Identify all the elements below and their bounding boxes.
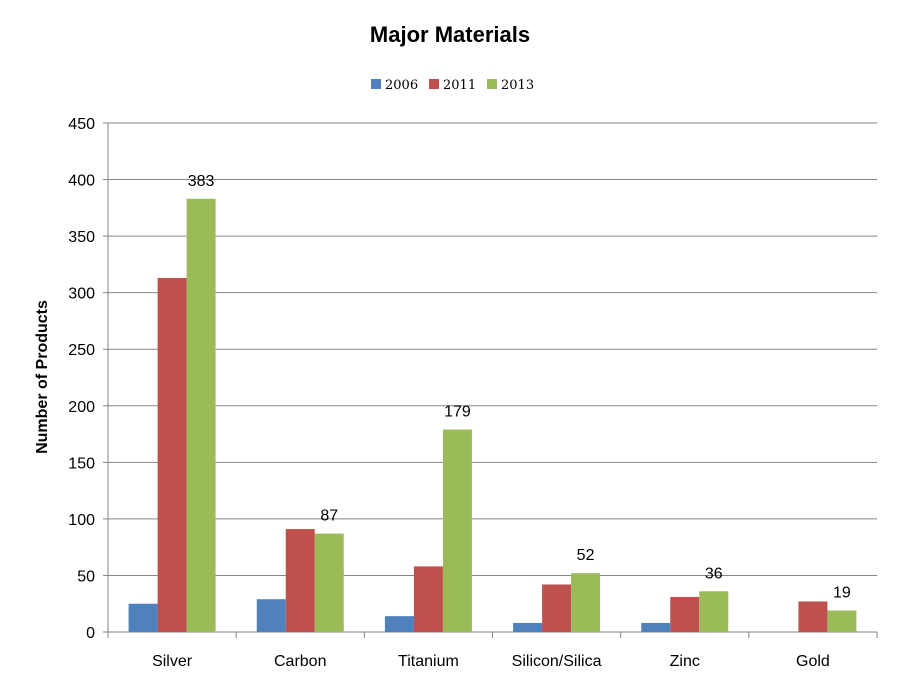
legend: 2006 2011 2013: [371, 78, 534, 93]
bars: [128, 198, 857, 633]
x-tick-label: Silicon/Silica: [512, 653, 602, 670]
bar-2006-carbon: [256, 599, 286, 632]
chart-title: Major Materials: [370, 22, 530, 47]
bar-2006-titanium: [384, 616, 414, 632]
bar-2006-silicon-silica: [513, 622, 543, 632]
legend-label-2011: 2011: [443, 78, 476, 93]
y-tick-label: 450: [68, 116, 95, 133]
bar-2006-silver: [128, 603, 158, 632]
data-labels: 383 87 179 52 36 19: [188, 173, 851, 602]
y-axis: 0 50 100 150 200 250 300 350 400 450: [68, 116, 109, 642]
x-tick-label: Titanium: [398, 653, 459, 670]
y-tick-label: 300: [68, 286, 95, 303]
data-label: 19: [833, 585, 851, 602]
bar-2013-titanium: [442, 429, 472, 632]
legend-label-2013: 2013: [501, 78, 534, 93]
data-label: 179: [444, 404, 471, 421]
y-tick-label: 350: [68, 229, 95, 246]
bar-2013-silicon-silica: [571, 573, 601, 632]
bar-2011-gold: [798, 601, 828, 632]
legend-swatch-2011: [429, 79, 439, 89]
x-tick-label: Zinc: [670, 653, 700, 670]
x-tick-label: Carbon: [274, 653, 326, 670]
bar-2011-carbon: [285, 529, 315, 632]
bar-2011-silicon-silica: [542, 584, 572, 632]
x-tick-label: Silver: [152, 653, 193, 670]
y-tick-label: 200: [68, 399, 95, 416]
legend-label-2006: 2006: [385, 78, 418, 93]
bar-2013-zinc: [699, 591, 729, 632]
bar-2011-zinc: [670, 596, 700, 632]
y-tick-label: 400: [68, 173, 95, 190]
bar-2011-titanium: [413, 566, 443, 632]
data-label: 36: [705, 565, 723, 582]
bar-2006-zinc: [641, 622, 671, 632]
y-tick-label: 250: [68, 342, 95, 359]
bar-2013-carbon: [314, 533, 344, 632]
y-tick-label: 0: [86, 625, 95, 642]
legend-swatch-2006: [371, 79, 381, 89]
bar-2013-silver: [186, 198, 216, 633]
y-tick-label: 100: [68, 512, 95, 529]
y-axis-label: Number of Products: [34, 300, 51, 454]
bar-2011-silver: [157, 277, 187, 632]
data-label: 87: [320, 508, 338, 525]
legend-swatch-2013: [487, 79, 497, 89]
gridlines: [108, 122, 877, 576]
bar-2013-gold: [827, 610, 857, 632]
x-axis: Silver Carbon Titanium Silicon/Silica Zinc Go…: [107, 631, 878, 670]
data-label: 383: [188, 173, 215, 190]
data-label: 52: [577, 547, 595, 564]
x-tick-label: Gold: [796, 653, 830, 670]
y-tick-label: 150: [68, 455, 95, 472]
y-tick-label: 50: [77, 568, 95, 585]
